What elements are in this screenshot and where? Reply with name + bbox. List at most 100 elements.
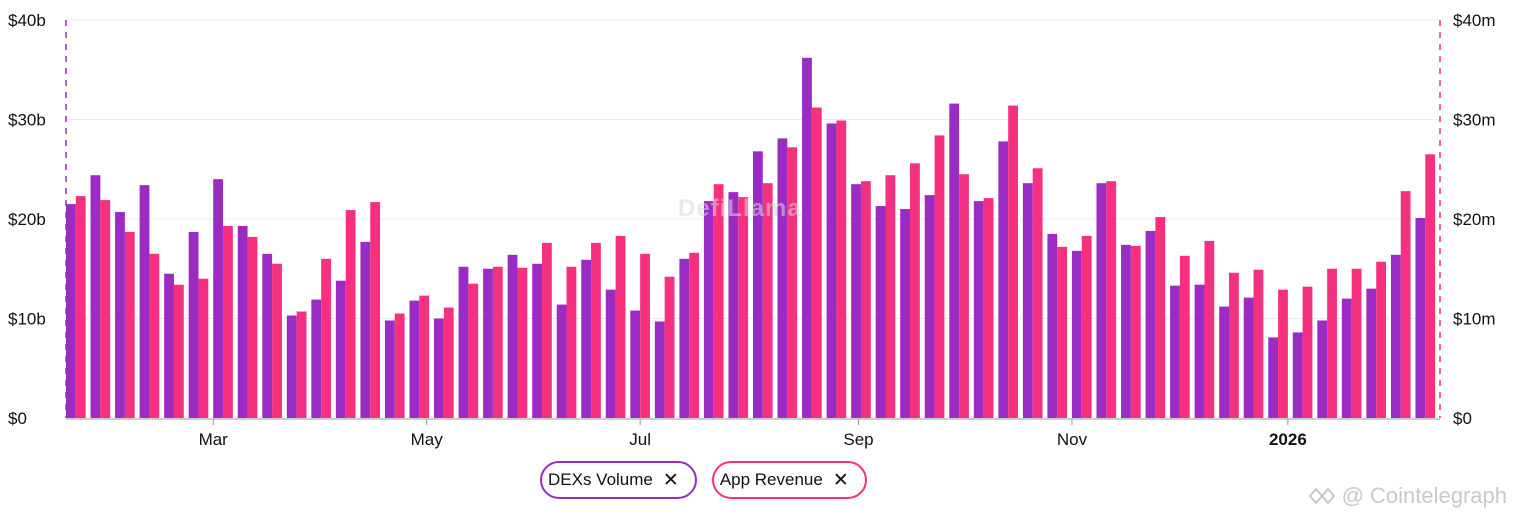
bar-app-revenue[interactable] (394, 313, 405, 418)
bar-app-revenue[interactable] (149, 253, 160, 418)
bar-dex-volume[interactable] (213, 179, 224, 418)
bar-dex-volume[interactable] (507, 254, 518, 418)
bar-dex-volume[interactable] (1194, 284, 1205, 418)
bar-dex-volume[interactable] (654, 321, 665, 419)
bar-app-revenue[interactable] (321, 258, 331, 418)
bar-app-revenue[interactable] (1253, 269, 1264, 418)
bar-dex-volume[interactable] (188, 231, 199, 418)
bar-dex-volume[interactable] (973, 201, 984, 418)
bar-dex-volume[interactable] (1366, 288, 1377, 418)
bar-dex-volume[interactable] (262, 253, 273, 418)
bar-app-revenue[interactable] (787, 147, 798, 419)
bar-dex-volume[interactable] (1121, 244, 1131, 418)
bar-app-revenue[interactable] (517, 267, 528, 418)
bar-dex-volume[interactable] (1268, 337, 1279, 418)
bar-app-revenue[interactable] (1081, 235, 1092, 418)
bar-dex-volume[interactable] (1219, 306, 1229, 418)
bar-dex-volume[interactable] (384, 320, 395, 418)
bar-app-revenue[interactable] (640, 253, 650, 418)
bar-app-revenue[interactable] (836, 120, 847, 419)
bar-app-revenue[interactable] (1400, 191, 1411, 418)
bar-app-revenue[interactable] (296, 311, 307, 418)
bar-app-revenue[interactable] (1425, 154, 1436, 418)
bars[interactable] (66, 57, 1436, 419)
bar-app-revenue[interactable] (492, 266, 503, 418)
bar-app-revenue[interactable] (1032, 168, 1043, 418)
bar-app-revenue[interactable] (689, 252, 700, 418)
bar-dex-volume[interactable] (949, 103, 960, 418)
bar-app-revenue[interactable] (910, 163, 920, 418)
bar-app-revenue[interactable] (860, 181, 871, 418)
bar-dex-volume[interactable] (753, 151, 763, 418)
bar-dex-volume[interactable] (1292, 332, 1303, 418)
bar-app-revenue[interactable] (1155, 217, 1166, 418)
bar-dex-volume[interactable] (998, 141, 1009, 418)
bar-dex-volume[interactable] (875, 206, 886, 418)
bar-app-revenue[interactable] (885, 175, 896, 418)
bar-dex-volume[interactable] (164, 273, 174, 419)
bar-dex-volume[interactable] (139, 185, 150, 418)
bar-dex-volume[interactable] (777, 138, 788, 418)
bar-dex-volume[interactable] (1022, 183, 1033, 418)
bar-dex-volume[interactable] (66, 204, 76, 418)
bar-dex-volume[interactable] (556, 304, 567, 418)
bar-app-revenue[interactable] (713, 184, 724, 418)
bar-app-revenue[interactable] (541, 242, 552, 418)
bar-dex-volume[interactable] (1047, 233, 1058, 418)
bar-app-revenue[interactable] (1204, 240, 1215, 418)
bar-dex-volume[interactable] (630, 310, 641, 418)
bar-dex-volume[interactable] (728, 192, 739, 418)
bar-dex-volume[interactable] (1243, 297, 1254, 419)
bar-dex-volume[interactable] (1317, 320, 1328, 418)
bar-app-revenue[interactable] (1376, 261, 1387, 418)
bar-app-revenue[interactable] (762, 183, 773, 418)
bar-app-revenue[interactable] (738, 197, 749, 418)
bar-app-revenue[interactable] (370, 202, 381, 418)
bar-app-revenue[interactable] (223, 225, 233, 418)
bar-dex-volume[interactable] (581, 259, 592, 418)
bar-dex-volume[interactable] (286, 315, 297, 418)
bar-app-revenue[interactable] (247, 236, 258, 418)
bar-dex-volume[interactable] (237, 225, 248, 418)
bar-app-revenue[interactable] (591, 242, 601, 418)
bar-app-revenue[interactable] (1327, 268, 1337, 418)
close-icon[interactable]: ✕ (662, 469, 679, 491)
bar-dex-volume[interactable] (1071, 250, 1082, 418)
bar-app-revenue[interactable] (1351, 268, 1362, 418)
bar-app-revenue[interactable] (124, 231, 135, 418)
bar-app-revenue[interactable] (959, 174, 969, 418)
bar-dex-volume[interactable] (1415, 218, 1426, 418)
bar-dex-volume[interactable] (1170, 285, 1180, 418)
bar-app-revenue[interactable] (345, 210, 356, 418)
bar-dex-volume[interactable] (1390, 254, 1401, 418)
bar-app-revenue[interactable] (1008, 105, 1018, 418)
bar-app-revenue[interactable] (934, 135, 945, 419)
bar-dex-volume[interactable] (458, 266, 469, 418)
bar-app-revenue[interactable] (198, 278, 209, 418)
bar-app-revenue[interactable] (1228, 272, 1239, 418)
bar-dex-volume[interactable] (532, 263, 542, 418)
bar-app-revenue[interactable] (566, 266, 577, 418)
bar-app-revenue[interactable] (100, 200, 111, 418)
bar-app-revenue[interactable] (615, 235, 626, 418)
bar-app-revenue[interactable] (1179, 255, 1190, 418)
legend-toggle-app-revenue[interactable]: App Revenue ✕ (711, 461, 867, 499)
bar-dex-volume[interactable] (900, 209, 911, 418)
bar-app-revenue[interactable] (419, 295, 430, 419)
bar-app-revenue[interactable] (983, 198, 994, 418)
bar-dex-volume[interactable] (703, 201, 714, 418)
bar-app-revenue[interactable] (1278, 289, 1288, 418)
bar-dex-volume[interactable] (335, 280, 346, 418)
bar-app-revenue[interactable] (468, 283, 479, 418)
bar-dex-volume[interactable] (1145, 230, 1156, 418)
bar-dex-volume[interactable] (115, 212, 125, 418)
bar-dex-volume[interactable] (409, 300, 420, 418)
bar-app-revenue[interactable] (811, 107, 822, 418)
bar-app-revenue[interactable] (272, 263, 282, 418)
bar-app-revenue[interactable] (1302, 286, 1313, 418)
bar-app-revenue[interactable] (443, 307, 454, 419)
bar-app-revenue[interactable] (173, 284, 184, 418)
bar-app-revenue[interactable] (1057, 246, 1068, 418)
close-icon[interactable]: ✕ (832, 469, 849, 491)
legend-toggle-dex-volume[interactable]: DEXs Volume ✕ (540, 461, 697, 499)
